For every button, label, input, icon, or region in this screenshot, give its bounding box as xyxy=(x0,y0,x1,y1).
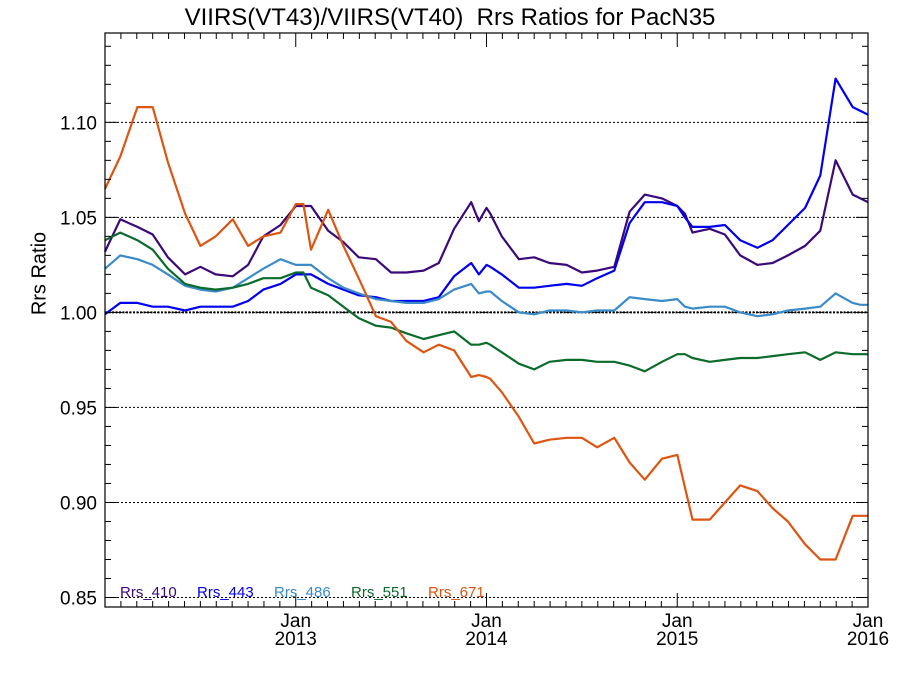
series-line-rrs-671 xyxy=(104,105,868,561)
x-tick-year-label: 2016 xyxy=(847,629,889,650)
y-gridlines xyxy=(105,121,868,598)
legend-entry-rrs-486: Rrs_486 xyxy=(274,584,331,601)
legend: Rrs_410 Rrs_443 Rrs_486 Rrs_551 Rrs_671 xyxy=(120,584,485,601)
legend-entry-rrs-551: Rrs_551 xyxy=(351,584,408,601)
series-line-rrs-486 xyxy=(104,254,868,318)
series-line-rrs-410 xyxy=(104,159,869,278)
series-group xyxy=(104,77,869,561)
x-tick-year-label: 2013 xyxy=(275,629,317,650)
series-line-rrs-443 xyxy=(104,77,869,316)
x-tick-year-label: 2014 xyxy=(465,629,508,650)
y-axis-label: Rrs Ratio xyxy=(28,231,51,316)
y-tick-label: 0.95 xyxy=(60,398,97,419)
plot-axes xyxy=(104,32,869,608)
y-tick-label: 0.90 xyxy=(60,493,97,514)
y-tick-label: 0.85 xyxy=(60,588,97,609)
x-tick-year-label: 2015 xyxy=(656,629,698,650)
x-tick-month-label: Jan xyxy=(471,611,502,632)
y-tick-label: 1.10 xyxy=(60,113,97,134)
legend-entry-rrs-443: Rrs_443 xyxy=(197,584,254,601)
y-tick-labels: 0.85 0.90 0.95 1.00 1.05 1.10 xyxy=(60,113,97,609)
series-line-rrs-551 xyxy=(104,231,868,373)
x-tick-month-label: Jan xyxy=(662,611,693,632)
y-tick-label: 1.00 xyxy=(60,303,97,324)
legend-entry-rrs-410: Rrs_410 xyxy=(120,584,177,601)
y-tick-label: 1.05 xyxy=(60,208,97,229)
x-tick-month-label: Jan xyxy=(280,611,311,632)
legend-entry-rrs-671: Rrs_671 xyxy=(428,584,485,601)
plot-frame xyxy=(104,32,869,608)
x-tick-month-label: Jan xyxy=(853,611,884,632)
chart-title: VIIRS(VT43)/VIIRS(VT40) Rrs Ratios for P… xyxy=(184,4,716,31)
